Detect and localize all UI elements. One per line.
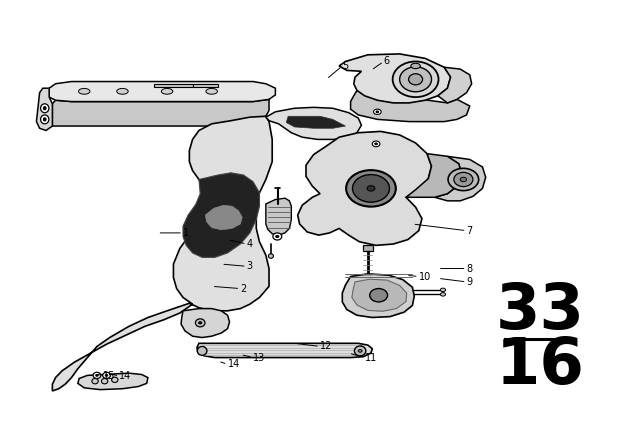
Polygon shape bbox=[351, 90, 470, 121]
Polygon shape bbox=[438, 67, 472, 103]
Polygon shape bbox=[286, 116, 346, 128]
Ellipse shape bbox=[454, 172, 473, 187]
Ellipse shape bbox=[273, 233, 282, 240]
Ellipse shape bbox=[408, 74, 422, 85]
Ellipse shape bbox=[111, 377, 118, 383]
Ellipse shape bbox=[393, 61, 438, 97]
Polygon shape bbox=[181, 309, 230, 337]
Ellipse shape bbox=[161, 88, 173, 94]
Polygon shape bbox=[352, 279, 406, 311]
Ellipse shape bbox=[276, 235, 279, 237]
Text: 1: 1 bbox=[183, 228, 189, 238]
Text: 8: 8 bbox=[467, 263, 473, 274]
Polygon shape bbox=[342, 274, 414, 318]
Polygon shape bbox=[197, 343, 372, 358]
Ellipse shape bbox=[346, 170, 396, 207]
Ellipse shape bbox=[198, 322, 202, 324]
Text: 3: 3 bbox=[246, 261, 253, 271]
Polygon shape bbox=[36, 88, 52, 130]
Ellipse shape bbox=[375, 143, 378, 145]
Polygon shape bbox=[339, 54, 451, 103]
Ellipse shape bbox=[101, 379, 108, 384]
Text: 14: 14 bbox=[228, 359, 240, 369]
Polygon shape bbox=[183, 173, 259, 258]
Ellipse shape bbox=[105, 375, 108, 376]
Ellipse shape bbox=[44, 118, 46, 121]
Polygon shape bbox=[78, 373, 148, 390]
Polygon shape bbox=[49, 82, 275, 102]
Polygon shape bbox=[52, 116, 272, 391]
Ellipse shape bbox=[197, 346, 207, 355]
Text: 13: 13 bbox=[253, 353, 266, 362]
Text: 14: 14 bbox=[119, 371, 132, 381]
Text: 9: 9 bbox=[467, 277, 473, 287]
Ellipse shape bbox=[206, 88, 218, 94]
Polygon shape bbox=[266, 198, 291, 235]
Ellipse shape bbox=[440, 288, 445, 292]
Ellipse shape bbox=[93, 372, 100, 379]
Bar bbox=[154, 84, 193, 87]
Polygon shape bbox=[52, 99, 269, 126]
Ellipse shape bbox=[40, 104, 49, 113]
Ellipse shape bbox=[370, 289, 388, 302]
Text: 7: 7 bbox=[467, 226, 473, 236]
Text: 16: 16 bbox=[495, 336, 584, 397]
Ellipse shape bbox=[92, 379, 99, 384]
Text: 10: 10 bbox=[419, 271, 431, 281]
Text: 11: 11 bbox=[365, 353, 377, 362]
Ellipse shape bbox=[102, 372, 110, 379]
Text: 5: 5 bbox=[342, 61, 349, 71]
Bar bbox=[363, 246, 373, 251]
Ellipse shape bbox=[355, 346, 366, 356]
Ellipse shape bbox=[448, 168, 479, 190]
Ellipse shape bbox=[353, 175, 390, 202]
Ellipse shape bbox=[358, 349, 362, 352]
Ellipse shape bbox=[440, 293, 445, 296]
Text: 4: 4 bbox=[246, 239, 253, 249]
Ellipse shape bbox=[116, 88, 128, 94]
Polygon shape bbox=[406, 154, 461, 197]
Ellipse shape bbox=[399, 67, 431, 92]
Text: 33: 33 bbox=[495, 280, 584, 342]
Ellipse shape bbox=[460, 177, 467, 182]
Ellipse shape bbox=[376, 111, 379, 113]
Ellipse shape bbox=[79, 88, 90, 94]
Ellipse shape bbox=[411, 63, 420, 69]
Polygon shape bbox=[205, 205, 243, 230]
Text: 2: 2 bbox=[241, 284, 246, 293]
Ellipse shape bbox=[44, 107, 46, 110]
Text: 6: 6 bbox=[384, 56, 390, 66]
Text: 12: 12 bbox=[320, 341, 332, 351]
Ellipse shape bbox=[268, 254, 273, 258]
Ellipse shape bbox=[367, 186, 375, 191]
Ellipse shape bbox=[372, 141, 380, 147]
Polygon shape bbox=[298, 131, 431, 246]
Ellipse shape bbox=[96, 375, 99, 376]
Ellipse shape bbox=[40, 115, 49, 124]
Bar bbox=[193, 84, 218, 87]
Ellipse shape bbox=[195, 319, 205, 327]
Ellipse shape bbox=[374, 109, 381, 115]
Text: 15: 15 bbox=[103, 371, 116, 381]
Polygon shape bbox=[435, 156, 486, 201]
Polygon shape bbox=[266, 108, 362, 139]
